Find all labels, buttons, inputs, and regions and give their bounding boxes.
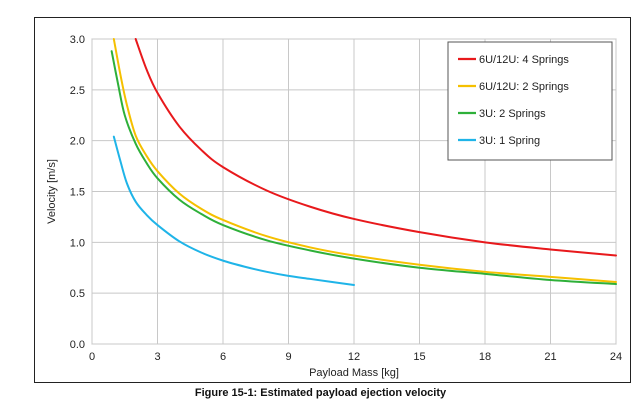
x-tick-label: 18 bbox=[479, 351, 491, 363]
legend-entry: 3U: 2 Springs bbox=[479, 108, 546, 120]
y-tick-label: 0.0 bbox=[70, 339, 85, 351]
figure-caption: Figure 15-1: Estimated payload ejection … bbox=[194, 387, 447, 399]
y-tick-label: 2.0 bbox=[70, 136, 85, 148]
y-tick-label: 1.5 bbox=[70, 187, 85, 199]
x-tick-label: 21 bbox=[544, 351, 556, 363]
y-tick-label: 3.0 bbox=[70, 34, 85, 46]
y-tick-label: 1.0 bbox=[70, 237, 85, 249]
legend-entry: 3U: 1 Spring bbox=[479, 135, 540, 147]
legend-entry: 6U/12U: 2 Springs bbox=[479, 81, 569, 93]
legend: 6U/12U: 4 Springs 6U/12U: 2 Springs 3U: 2 … bbox=[447, 41, 613, 161]
y-tick-label: 2.5 bbox=[70, 85, 85, 97]
x-tick-label: 3 bbox=[154, 351, 160, 363]
x-tick-label: 24 bbox=[610, 351, 622, 363]
x-tick-label: 12 bbox=[348, 351, 360, 363]
y-axis-label: Velocity [m/s] bbox=[46, 159, 58, 224]
legend-entry: 6U/12U: 4 Springs bbox=[479, 54, 569, 66]
y-tick-label: 0.5 bbox=[70, 288, 85, 300]
x-tick-label: 6 bbox=[220, 351, 226, 363]
chart-svg: 0 3 6 9 12 15 18 21 24 0.0 0.5 1.0 1.5 2.0 2.5 3.0 Payl… bbox=[46, 34, 622, 379]
x-tick-label: 9 bbox=[285, 351, 291, 363]
x-tick-label: 0 bbox=[89, 351, 95, 363]
series-line-3 bbox=[110, 50, 617, 286]
chart-frame: 0 3 6 9 12 15 18 21 24 0.0 0.5 1.0 1.5 2.0 2.5 3.0 Payl… bbox=[34, 17, 631, 383]
x-tick-label: 15 bbox=[413, 351, 425, 363]
series-line-1 bbox=[134, 38, 617, 257]
series-line-2 bbox=[112, 38, 617, 283]
x-axis-label: Payload Mass [kg] bbox=[309, 367, 399, 379]
series-line-4 bbox=[112, 135, 355, 287]
series-layer bbox=[110, 38, 617, 287]
axis-layer: 0 3 6 9 12 15 18 21 24 0.0 0.5 1.0 1.5 2.0 2.5 3.0 bbox=[70, 34, 622, 363]
